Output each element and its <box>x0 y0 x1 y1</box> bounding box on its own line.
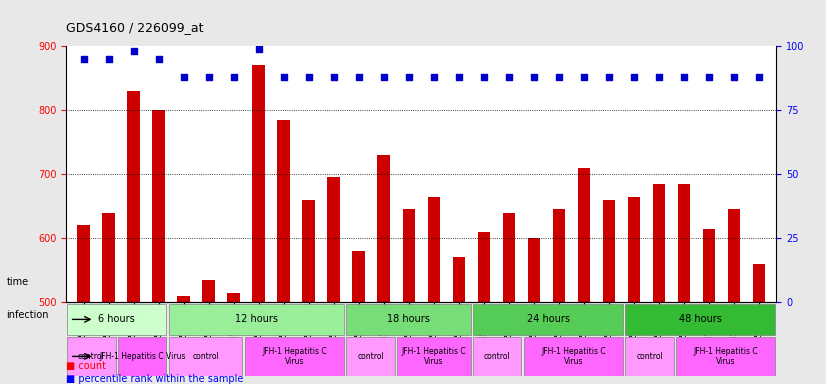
Bar <box>353 251 365 302</box>
Point <box>127 48 140 54</box>
Point <box>177 74 190 80</box>
FancyBboxPatch shape <box>118 337 166 376</box>
Point <box>352 74 365 80</box>
FancyBboxPatch shape <box>397 337 471 376</box>
Bar <box>628 197 640 302</box>
Text: control: control <box>192 352 219 361</box>
Point <box>502 74 515 80</box>
FancyBboxPatch shape <box>473 304 623 335</box>
Bar <box>528 238 540 302</box>
Bar <box>428 197 440 302</box>
Point <box>602 74 615 80</box>
Text: 12 hours: 12 hours <box>235 314 278 324</box>
FancyBboxPatch shape <box>169 304 344 335</box>
Point <box>377 74 391 80</box>
Bar <box>78 225 90 302</box>
Text: ■ count: ■ count <box>66 361 106 371</box>
FancyBboxPatch shape <box>346 304 471 335</box>
Point <box>677 74 691 80</box>
FancyBboxPatch shape <box>625 337 674 376</box>
FancyBboxPatch shape <box>524 337 623 376</box>
Text: control: control <box>484 352 510 361</box>
Point <box>702 74 715 80</box>
Bar <box>553 209 565 302</box>
Point <box>477 74 491 80</box>
Bar <box>327 177 340 302</box>
Bar <box>477 232 490 302</box>
Bar <box>278 120 290 302</box>
Bar <box>453 257 465 302</box>
FancyBboxPatch shape <box>68 337 116 376</box>
Text: control: control <box>636 352 663 361</box>
Text: infection: infection <box>7 310 49 320</box>
Bar <box>253 65 265 302</box>
Text: 48 hours: 48 hours <box>679 314 722 324</box>
Point <box>527 74 540 80</box>
FancyBboxPatch shape <box>676 337 775 376</box>
Point <box>227 74 240 80</box>
Bar <box>703 228 715 302</box>
Bar <box>227 293 240 302</box>
Text: ■ percentile rank within the sample: ■ percentile rank within the sample <box>66 374 244 384</box>
Bar <box>377 155 390 302</box>
Point <box>252 46 265 52</box>
Text: JFH-1 Hepatitis C Virus: JFH-1 Hepatitis C Virus <box>99 352 186 361</box>
Point <box>77 56 90 62</box>
Bar <box>102 213 115 302</box>
Text: JFH-1 Hepatitis C
Virus: JFH-1 Hepatitis C Virus <box>262 347 327 366</box>
Bar <box>152 110 165 302</box>
Text: 18 hours: 18 hours <box>387 314 430 324</box>
Bar <box>502 213 515 302</box>
FancyBboxPatch shape <box>625 304 775 335</box>
FancyBboxPatch shape <box>169 337 242 376</box>
Bar <box>603 200 615 302</box>
Point <box>728 74 741 80</box>
Text: JFH-1 Hepatitis C
Virus: JFH-1 Hepatitis C Virus <box>401 347 466 366</box>
Point <box>202 74 216 80</box>
Text: GDS4160 / 226099_at: GDS4160 / 226099_at <box>66 21 203 34</box>
Point <box>653 74 666 80</box>
Point <box>302 74 316 80</box>
Bar <box>728 209 740 302</box>
Bar <box>653 184 665 302</box>
Text: 24 hours: 24 hours <box>527 314 570 324</box>
Text: 6 hours: 6 hours <box>98 314 135 324</box>
FancyBboxPatch shape <box>68 304 166 335</box>
Text: control: control <box>357 352 384 361</box>
Bar <box>752 264 765 302</box>
Point <box>327 74 340 80</box>
Point <box>152 56 165 62</box>
FancyBboxPatch shape <box>245 337 344 376</box>
Point <box>427 74 440 80</box>
Bar <box>402 209 415 302</box>
Text: JFH-1 Hepatitis C
Virus: JFH-1 Hepatitis C Virus <box>541 347 605 366</box>
Bar <box>178 296 190 302</box>
Bar <box>127 91 140 302</box>
Point <box>752 74 766 80</box>
FancyBboxPatch shape <box>346 337 395 376</box>
Point <box>402 74 415 80</box>
Bar <box>302 200 315 302</box>
FancyBboxPatch shape <box>473 337 521 376</box>
Text: JFH-1 Hepatitis C
Virus: JFH-1 Hepatitis C Virus <box>693 347 758 366</box>
Text: time: time <box>7 277 29 287</box>
Bar <box>577 168 590 302</box>
Bar <box>202 280 215 302</box>
Point <box>277 74 290 80</box>
Bar <box>677 184 691 302</box>
Text: control: control <box>78 352 105 361</box>
Point <box>627 74 640 80</box>
Point <box>577 74 591 80</box>
Point <box>102 56 115 62</box>
Point <box>452 74 465 80</box>
Point <box>553 74 566 80</box>
